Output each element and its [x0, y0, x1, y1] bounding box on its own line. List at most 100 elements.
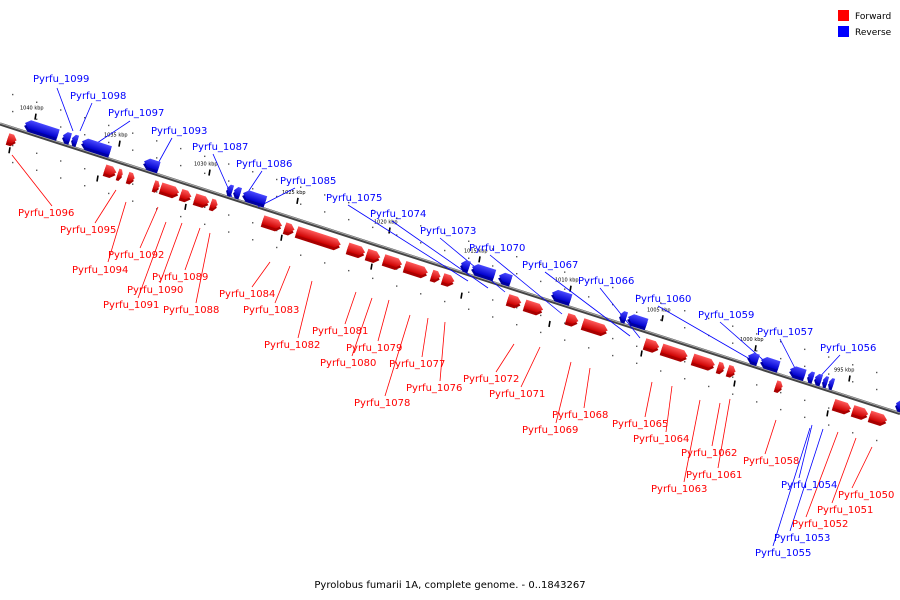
- track-dot: [180, 147, 182, 150]
- forward-gene: [102, 164, 117, 179]
- kbp-tick: 1005 kbp: [647, 307, 671, 322]
- reverse-gene: [551, 289, 573, 306]
- forward-gene: [642, 338, 660, 353]
- track-dot: [828, 407, 830, 409]
- gene-label: Pyrfu_1056: [820, 343, 876, 354]
- track-dot: [468, 257, 470, 259]
- leader-line: [555, 361, 572, 424]
- leader-line: [544, 271, 631, 337]
- gene-label: Pyrfu_1098: [70, 91, 126, 102]
- leader-line: [344, 291, 357, 325]
- label-leader-lines: [11, 87, 873, 547]
- track-dot: [84, 134, 86, 136]
- track-dot: [108, 192, 110, 195]
- track-tick: [184, 203, 187, 210]
- track-dot: [684, 378, 686, 380]
- leader-line: [599, 287, 641, 339]
- track-tick: [280, 234, 283, 241]
- kbp-tick: 1015 kbp: [464, 248, 488, 263]
- track-dot: [12, 110, 14, 113]
- gene-label: Pyrfu_1060: [635, 294, 691, 305]
- track-dot: [612, 303, 614, 306]
- kbp-tick-label: 1025 kbp: [282, 190, 306, 196]
- track-dot: [324, 262, 326, 264]
- gene-label: Pyrfu_1079: [346, 343, 402, 354]
- kbp-tick: 1035 kbp: [104, 133, 128, 147]
- track-dot: [396, 217, 398, 219]
- track-dot: [276, 195, 278, 198]
- reverse-gene: [822, 376, 830, 389]
- track-dot: [540, 331, 542, 334]
- track-tick: [460, 292, 463, 299]
- track-dot: [492, 316, 494, 318]
- track-dot: [756, 333, 758, 335]
- track-dot: [564, 271, 566, 273]
- gene-label: Pyrfu_1071: [489, 389, 545, 400]
- gene-label: Pyrfu_1076: [406, 383, 462, 394]
- track-dot: [156, 191, 158, 193]
- track-dot: [852, 364, 854, 366]
- leader-line: [384, 314, 411, 397]
- reverse-gene: [233, 186, 243, 200]
- track-dot: [36, 152, 38, 154]
- track-dot: [228, 180, 230, 182]
- forward-gene: [659, 343, 688, 362]
- legend: Forward Reverse: [838, 10, 892, 38]
- kbp-tick: 1010 kbp: [555, 278, 579, 292]
- legend-swatch-forward: [838, 10, 849, 21]
- track-dot: [732, 393, 734, 395]
- track-dot: [780, 408, 782, 411]
- track-dot: [228, 231, 230, 233]
- reverse-gene: [619, 311, 629, 324]
- leader-line: [717, 398, 731, 469]
- leader-line: [665, 385, 673, 433]
- leader-line: [96, 120, 131, 144]
- leader-line: [851, 446, 873, 489]
- leader-line: [195, 232, 211, 304]
- leader-line: [495, 343, 515, 373]
- track-dot: [372, 277, 374, 280]
- forward-gene: [260, 215, 283, 232]
- track-dot: [564, 339, 566, 341]
- track-dot: [36, 169, 38, 171]
- gene-label: Pyrfu_1068: [552, 410, 608, 421]
- track-dot: [780, 340, 782, 343]
- leader-line: [831, 437, 857, 504]
- forward-gene: [564, 313, 579, 327]
- track-dot: [708, 317, 710, 320]
- forward-gene: [178, 188, 192, 203]
- gene-label: Pyrfu_1095: [60, 225, 116, 236]
- reverse-gene: [814, 373, 824, 387]
- leader-line: [439, 321, 446, 382]
- track-dot: [420, 225, 422, 227]
- reverse-gene: [143, 158, 161, 174]
- kbp-tick: 1030 kbp: [194, 162, 218, 176]
- track-dot: [492, 265, 494, 267]
- track-dot: [684, 327, 686, 329]
- leader-line: [107, 201, 127, 263]
- track-dot: [588, 279, 590, 281]
- gene-label: Pyrfu_1064: [633, 434, 689, 445]
- track-dot: [804, 365, 806, 368]
- track-dot: [516, 323, 518, 326]
- gene-label: Pyrfu_1058: [743, 456, 799, 467]
- track-dot: [612, 286, 614, 289]
- track-dot: [636, 362, 638, 365]
- track-dot: [396, 285, 398, 287]
- gene-label: Pyrfu_1074: [370, 209, 426, 220]
- forward-gene: [867, 410, 888, 426]
- leader-line: [644, 381, 653, 418]
- track-dot: [348, 269, 350, 272]
- track-dot: [756, 350, 758, 352]
- forward-gene: [192, 193, 210, 208]
- track-dot: [228, 214, 230, 216]
- kbp-tick-label: 1035 kbp: [104, 133, 128, 139]
- kbp-tick: 1020 kbp: [374, 219, 398, 234]
- genome-backbone: [0, 122, 900, 416]
- track-dot: [204, 172, 206, 175]
- track-dot: [588, 347, 590, 349]
- leader-line: [772, 427, 811, 547]
- track-dot: [876, 439, 878, 442]
- track-dot: [636, 311, 638, 314]
